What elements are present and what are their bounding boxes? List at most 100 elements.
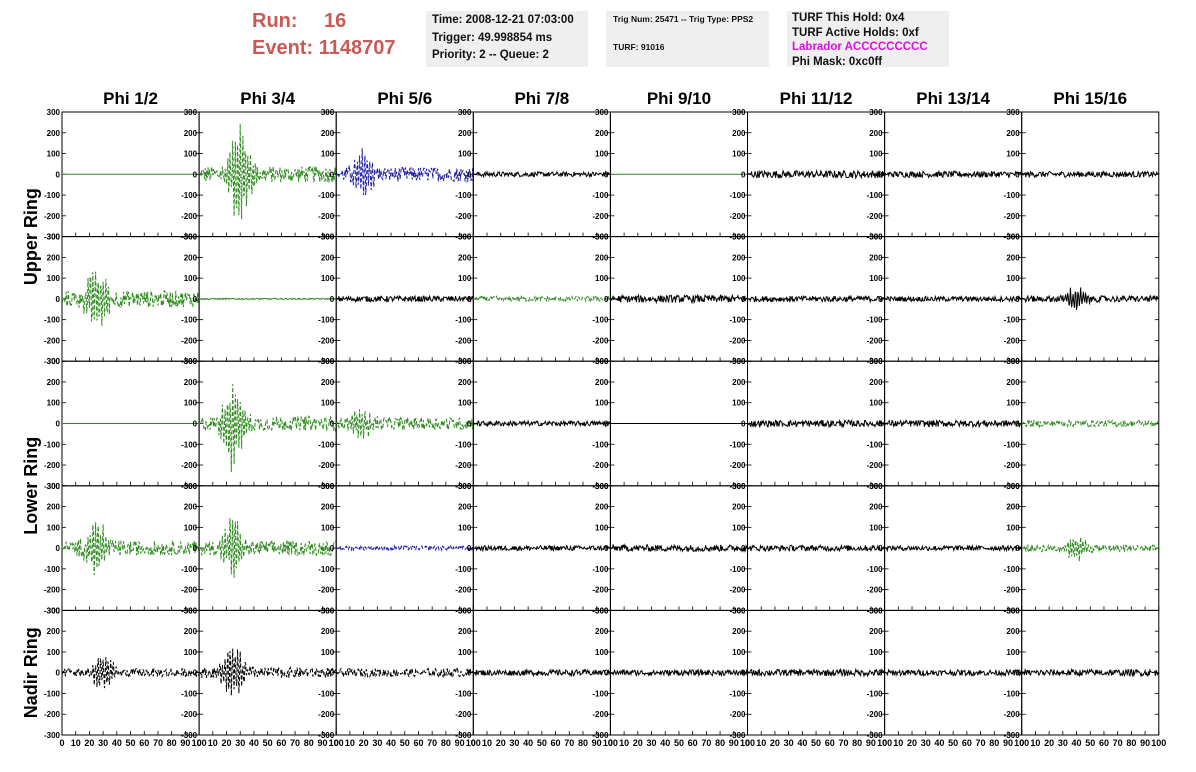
x-tick-label: 90 [592, 738, 602, 748]
y-tick-label: 100 [1006, 648, 1020, 657]
x-tick-label: 0 [334, 738, 339, 748]
column-header: Phi 9/10 [647, 89, 711, 108]
y-tick-label: -200 [318, 336, 335, 345]
x-tick-label: 0 [745, 738, 750, 748]
waveform-trace [198, 648, 337, 696]
trigger-text: Trigger: 49.998854 ms [432, 31, 553, 44]
y-tick-label: -200 [867, 586, 884, 595]
y-tick-label: -100 [592, 316, 609, 325]
y-tick-label: -100 [318, 316, 335, 325]
x-tick-label: 50 [537, 738, 547, 748]
x-tick-label: 90 [317, 738, 327, 748]
y-tick-label: -200 [44, 336, 61, 345]
y-tick-label: -200 [455, 710, 472, 719]
y-tick-label: -100 [729, 440, 746, 449]
waveform-trace [884, 294, 1023, 304]
x-tick-label: 30 [1058, 738, 1068, 748]
y-tick-label: -300 [592, 606, 609, 615]
y-tick-label: 300 [321, 233, 335, 242]
waveform-panel: 300 200 100 0 -100 -200 -300 [867, 482, 1023, 615]
x-tick-label: 20 [222, 738, 232, 748]
y-tick-label: 100 [1006, 399, 1020, 408]
y-tick-label: -300 [867, 731, 884, 740]
y-tick-label: -100 [44, 191, 61, 200]
x-tick-label: 100 [740, 738, 755, 748]
y-tick-label: -300 [1004, 233, 1021, 242]
waveform-panel: 300 200 100 0 -100 -200 -300 [44, 482, 200, 615]
waveform-trace [1021, 169, 1159, 179]
y-tick-label: -300 [867, 233, 884, 242]
y-tick-label: 0 [1015, 420, 1020, 429]
x-tick-label: 10 [71, 738, 81, 748]
y-tick-label: 300 [321, 357, 335, 366]
waveform-trace [335, 544, 474, 552]
y-tick-label: -100 [1004, 191, 1021, 200]
waveform-trace [472, 419, 611, 428]
y-tick-label: 0 [1015, 669, 1020, 678]
column-header: Phi 13/14 [916, 89, 990, 108]
x-tick-label: 70 [153, 738, 163, 748]
run-label: Run: [252, 10, 298, 32]
x-tick-label: 20 [633, 738, 643, 748]
waveform-trace [1021, 287, 1160, 310]
x-tick-label: 50 [674, 738, 684, 748]
y-tick-label: 300 [595, 233, 609, 242]
y-tick-label: 200 [732, 378, 746, 387]
turf-info-box: TURF This Hold: 0x4 TURF Active Holds: 0… [787, 11, 949, 68]
y-tick-label: -300 [181, 731, 198, 740]
column-header: Phi 7/8 [514, 89, 569, 108]
x-tick-label: 70 [701, 738, 711, 748]
x-tick-label: 40 [386, 738, 396, 748]
y-tick-label: 0 [56, 544, 61, 553]
x-tick-label: 50 [811, 738, 821, 748]
y-tick-label: -200 [318, 586, 335, 595]
x-tick-label: 20 [770, 738, 780, 748]
y-tick-label: 200 [321, 378, 335, 387]
y-tick-label: 200 [47, 627, 61, 636]
y-tick-label: 200 [184, 378, 198, 387]
run-value: 16 [324, 10, 347, 32]
y-tick-label: 100 [458, 648, 472, 657]
waveform-trace [335, 667, 474, 679]
waveform-panel: 300 200 100 0 -100 -200 -300 [592, 482, 749, 615]
y-tick-label: -300 [181, 233, 198, 242]
ring-label: Lower Ring [21, 437, 41, 535]
y-tick-label: -100 [318, 565, 335, 574]
y-tick-label: -200 [867, 212, 884, 221]
y-tick-label: -100 [592, 440, 609, 449]
y-tick-label: 100 [869, 274, 883, 283]
column-header: Phi 11/12 [780, 89, 853, 108]
x-tick-label: 30 [921, 738, 931, 748]
waveform-trace [198, 384, 337, 473]
y-tick-label: -100 [1004, 689, 1021, 698]
y-tick-label: -100 [867, 316, 884, 325]
y-tick-label: 300 [47, 482, 61, 491]
y-tick-label: -200 [181, 586, 198, 595]
y-tick-label: 0 [878, 295, 883, 304]
y-tick-label: -200 [1004, 586, 1021, 595]
y-tick-label: 100 [595, 274, 609, 283]
waveform-panel: 300 200 100 0 -100 -200 -300 [729, 108, 886, 242]
y-tick-label: -200 [729, 212, 746, 221]
y-tick-label: -100 [181, 565, 198, 574]
x-tick-label: 50 [263, 738, 273, 748]
y-tick-label: -200 [592, 212, 609, 221]
y-tick-label: 200 [321, 253, 335, 262]
waveform-trace [61, 522, 200, 576]
y-tick-label: 0 [467, 669, 472, 678]
y-tick-label: 300 [321, 108, 335, 117]
y-tick-label: 300 [458, 233, 472, 242]
time-info-box: Time: 2008-12-21 07:03:00 Trigger: 49.99… [426, 11, 588, 67]
waveform-panel: 300 200 100 0 -100 -200 -300 [44, 233, 200, 366]
waveform-trace [199, 123, 337, 220]
trig-info-box: Trig Num: 25471 -- Trig Type: PPS2 TURF:… [606, 11, 769, 67]
x-tick-label: 50 [1085, 738, 1095, 748]
waveform-panel: 300 200 100 0 -100 -200 -300 [592, 108, 749, 242]
y-tick-label: 300 [458, 108, 472, 117]
y-tick-label: -300 [729, 233, 746, 242]
y-tick-label: 300 [1006, 482, 1020, 491]
y-tick-label: 100 [869, 399, 883, 408]
y-tick-label: -300 [44, 357, 61, 366]
y-tick-label: 100 [47, 150, 61, 159]
